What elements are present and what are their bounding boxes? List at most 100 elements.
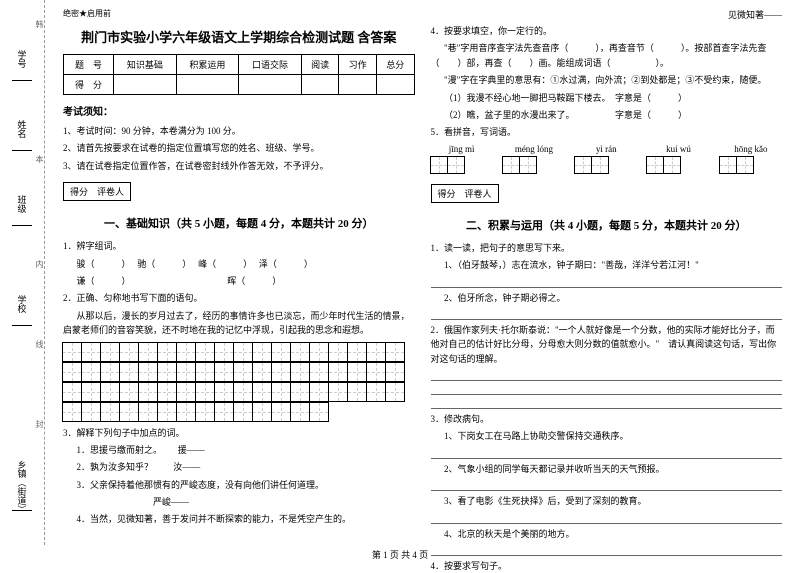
- notice-2: 2、请首先按要求在试卷的指定位置填写您的姓名、班级、学号。: [63, 141, 415, 155]
- q3-3-w: 严峻——: [63, 495, 415, 509]
- main-content: 绝密★启用前 荆门市实验小学六年级语文上学期综合检测试题 含答案 题 号 知识基…: [45, 0, 800, 545]
- right-top: 见微知著——: [431, 8, 783, 21]
- writing-grid[interactable]: [63, 342, 415, 422]
- pinyin-row: jīng mì méng lóng yì rán kuí wú hōng kǎ: [431, 144, 783, 174]
- secrecy-bar: 绝密★启用前: [63, 8, 415, 19]
- notice-1: 1、考试时间：90 分钟，本卷满分为 100 分。: [63, 124, 415, 138]
- margin-label-3: 学校: [16, 295, 29, 313]
- q1-row1: 骏（ ） 驰（ ） 峰（ ） 泽（ ）: [63, 257, 415, 271]
- q1-r1-2: 峰（ ）: [198, 259, 248, 269]
- mark: 线: [34, 340, 45, 348]
- eval-box-2: 得分 评卷人: [431, 184, 499, 203]
- right-column: 见微知著—— 4．按要求填空，你一定行的。 "巷"字用音序查字法先查音序（ ），…: [423, 8, 791, 537]
- q4-label: 4．按要求填空，你一定行的。: [431, 24, 783, 38]
- char-grid[interactable]: [503, 156, 565, 174]
- q3-1-t: 1．思援弓缴而射之。: [77, 445, 158, 455]
- s2q1-2: 2、伯牙所念，钟子期必得之。: [431, 291, 783, 305]
- q3-2-w: 汝——: [173, 462, 200, 472]
- q1-r2-3: 晖（ ）: [227, 276, 281, 286]
- th-4: 阅读: [301, 55, 339, 75]
- q1-r1-3: 泽（ ）: [259, 259, 313, 269]
- pinyin-0: jīng mì: [431, 144, 493, 174]
- margin-label-2: 班级: [16, 195, 29, 213]
- q3-4: 4．当然，见微知著，善于发问并不断探索的能力，不是凭空产生的。: [63, 512, 415, 526]
- mark: 本: [34, 155, 45, 163]
- binding-margin: 韩 学号 姓名 本 班级 内 学校 线 封 乡镇（街道）: [0, 0, 45, 545]
- mark: 内: [34, 260, 45, 268]
- s2q3-label: 3．修改病句。: [431, 412, 783, 426]
- answer-line[interactable]: [431, 383, 783, 395]
- q2-label: 2．正确、匀称地书写下面的语句。: [63, 291, 415, 305]
- margin-line: [12, 510, 32, 511]
- q3-1-w: 援——: [178, 445, 205, 455]
- margin-line: [12, 225, 32, 226]
- answer-line[interactable]: [431, 447, 783, 459]
- answer-line[interactable]: [431, 512, 783, 524]
- char-grid[interactable]: [720, 156, 782, 174]
- score-row-label: 得 分: [64, 75, 114, 95]
- mark-top: 韩: [34, 20, 45, 28]
- answer-line[interactable]: [431, 369, 783, 381]
- th-2: 积累运用: [176, 55, 239, 75]
- q3-2: 2．孰为汝多知乎？ 汝——: [63, 460, 415, 474]
- pinyin-4: hōng kǎo: [720, 144, 782, 174]
- s2q3-1: 1、下岗女工在马路上协助交警保持交通秩序。: [431, 429, 783, 443]
- th-0: 题 号: [64, 55, 114, 75]
- q1-label: 1．辨字组词。: [63, 239, 415, 253]
- q1-r1-1: 驰（ ）: [137, 259, 187, 269]
- q2-text: 从那以后，漫长的岁月过去了，经历的事情许多也已淡忘，而少年时代生活的情景，启蒙老…: [63, 309, 415, 338]
- margin-line: [12, 80, 32, 81]
- score-cell[interactable]: [339, 75, 377, 95]
- mark: 封: [34, 420, 45, 428]
- score-cell[interactable]: [114, 75, 177, 95]
- py-2: yì rán: [575, 144, 637, 154]
- score-cell[interactable]: [176, 75, 239, 95]
- q3-1: 1．思援弓缴而射之。 援——: [63, 443, 415, 457]
- left-column: 绝密★启用前 荆门市实验小学六年级语文上学期综合检测试题 含答案 题 号 知识基…: [55, 8, 423, 537]
- answer-line[interactable]: [431, 479, 783, 491]
- char-grid[interactable]: [431, 156, 493, 174]
- s2q4-label: 4．按要求写句子。: [431, 559, 783, 573]
- exam-title: 荆门市实验小学六年级语文上学期综合检测试题 含答案: [63, 27, 415, 46]
- pinyin-1: méng lóng: [503, 144, 565, 174]
- q3-label: 3．解释下列句子中加点的词。: [63, 426, 415, 440]
- s2q1-1: 1、（伯牙鼓琴，）志在流水，钟子期曰："善哉，洋洋兮若江河！": [431, 258, 783, 272]
- q1-r2-0: 谦（ ）: [77, 276, 127, 286]
- margin-label-0: 学号: [16, 50, 29, 68]
- th-6: 总分: [376, 55, 414, 75]
- margin-line: [12, 325, 32, 326]
- q4-line4: （2）瞧，盆子里的水漫出来了。 字意是（ ）: [431, 108, 783, 122]
- th-5: 习作: [339, 55, 377, 75]
- py-3: kuí wú: [647, 144, 709, 154]
- q1-row2: 谦（ ） 晖（ ）: [63, 274, 415, 288]
- section2-title: 二、积累与运用（共 4 小题，每题 5 分，本题共计 20 分）: [431, 217, 783, 233]
- score-cell[interactable]: [239, 75, 302, 95]
- eval-box-1: 得分 评卷人: [63, 182, 131, 201]
- q5-label: 5．看拼音，写词语。: [431, 125, 783, 139]
- score-cell[interactable]: [301, 75, 339, 95]
- s2q2-label: 2．俄国作家列夫·托尔斯泰说："一个人就好像是一个分数，他的实际才能好比分子，而…: [431, 323, 783, 366]
- char-grid[interactable]: [575, 156, 637, 174]
- s2q3-3: 3、看了电影《生死抉择》后，受到了深刻的教育。: [431, 494, 783, 508]
- answer-line[interactable]: [431, 308, 783, 320]
- score-table: 题 号 知识基础 积累运用 口语交际 阅读 习作 总分 得 分: [63, 54, 415, 95]
- page-footer: 第 1 页 共 4 页: [0, 548, 800, 561]
- q4-line2: "漫"字在字典里的意思有：①水过满，向外流；②到处都是；③不受约束，随便。: [431, 73, 783, 87]
- s2q3-2: 2、气象小组的同学每天都记录并收听当天的天气预报。: [431, 462, 783, 476]
- py-1: méng lóng: [503, 144, 565, 154]
- py-4: hōng kǎo: [720, 144, 782, 154]
- s2q3-4: 4、北京的秋天是个美丽的地方。: [431, 527, 783, 541]
- margin-label-4: 乡镇（街道）: [16, 460, 29, 514]
- notice-title: 考试须知：: [63, 103, 415, 118]
- margin-line: [12, 150, 32, 151]
- section1-title: 一、基础知识（共 5 小题，每题 4 分，本题共计 20 分）: [63, 215, 415, 231]
- q3-3-t: 3．父亲保持着他那惯有的严峻态度，没有向他们讲任何道理。: [77, 480, 325, 490]
- answer-line[interactable]: [431, 397, 783, 409]
- s2q1-label: 1．读一读，把句子的意思写下来。: [431, 241, 783, 255]
- pinyin-2: yì rán: [575, 144, 637, 174]
- answer-line[interactable]: [431, 276, 783, 288]
- score-cell[interactable]: [376, 75, 414, 95]
- q3-2-t: 2．孰为汝多知乎？: [77, 462, 154, 472]
- char-grid[interactable]: [647, 156, 709, 174]
- py-0: jīng mì: [431, 144, 493, 154]
